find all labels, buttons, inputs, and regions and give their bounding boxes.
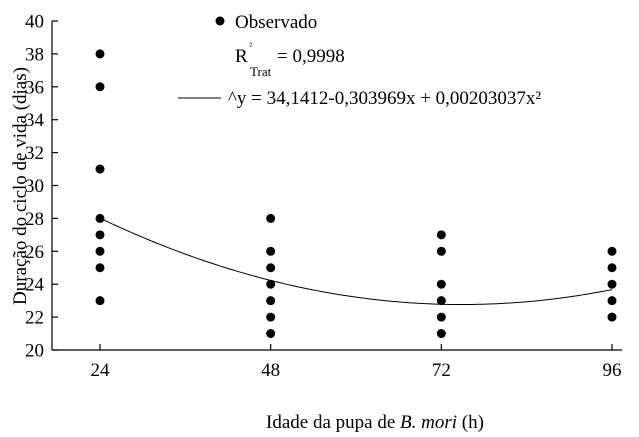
y-axis-ticks: 20 22 24 26 28 30 32 34 36 38 40 [25,12,58,362]
y-tick-label: 28 [25,209,44,230]
x-tick-label: 48 [261,360,280,381]
y-tick-label: 20 [25,341,44,362]
data-point [436,279,446,289]
data-point [95,296,105,306]
y-tick-label: 34 [25,110,45,131]
legend-r2-value: = 0,9998 [277,46,345,67]
y-tick-label: 36 [25,77,44,98]
data-point [436,230,446,240]
x-tick-label: 96 [603,360,622,381]
data-point [95,164,105,174]
data-point [607,296,617,306]
data-point [436,296,446,306]
y-tick-label: 22 [25,308,44,329]
y-tick-label: 38 [25,44,44,65]
legend-fit-equation: ^y = 34,1412-0,303969x + 0,00203037x² [228,88,541,109]
legend-observed-label: Observado [235,12,317,33]
data-point [95,82,105,92]
observed-points-layer [95,49,617,339]
data-point [607,263,617,273]
x-axis-ticks: 24 48 72 96 [91,344,622,381]
data-point [436,312,446,322]
data-point [95,49,105,59]
data-point [607,279,617,289]
legend-r2-symbol: R [235,46,248,67]
legend-r2-subscript: Trat [250,64,272,79]
y-tick-label: 30 [25,176,44,197]
y-axis-label: Duração do ciclo de vida (dias) [10,67,31,305]
data-point [607,246,617,256]
fit-curve-layer [99,217,613,306]
y-tick-label: 32 [25,143,44,164]
data-point [266,246,276,256]
legend: Observado R ² Trat = 0,9998 ^y = 34,1412… [178,12,541,109]
data-point [607,312,617,322]
data-point [266,296,276,306]
x-axis-label: Idade da pupa de B. mori (h) [266,412,484,433]
legend-r2-label: R [235,46,248,67]
data-point [436,329,446,339]
legend-observed-marker [215,16,225,26]
data-point [95,213,105,223]
y-tick-label: 26 [25,242,44,263]
data-point [95,246,105,256]
data-point [266,213,276,223]
x-axis-label-prefix: Idade da pupa de [266,412,400,433]
data-point [266,279,276,289]
data-point [266,312,276,322]
x-tick-label: 72 [432,360,451,381]
data-point [95,263,105,273]
data-point [266,329,276,339]
legend-r2-superscript: ² [249,41,252,52]
x-tick-label: 24 [91,360,111,381]
x-axis-label-unit: (h) [457,412,484,433]
y-tick-label: 40 [25,12,44,33]
data-point [436,246,446,256]
data-point [95,230,105,240]
fit-curve [99,217,613,306]
x-axis-label-species: B. mori [400,412,457,433]
y-tick-label: 24 [25,275,45,296]
data-point [266,263,276,273]
